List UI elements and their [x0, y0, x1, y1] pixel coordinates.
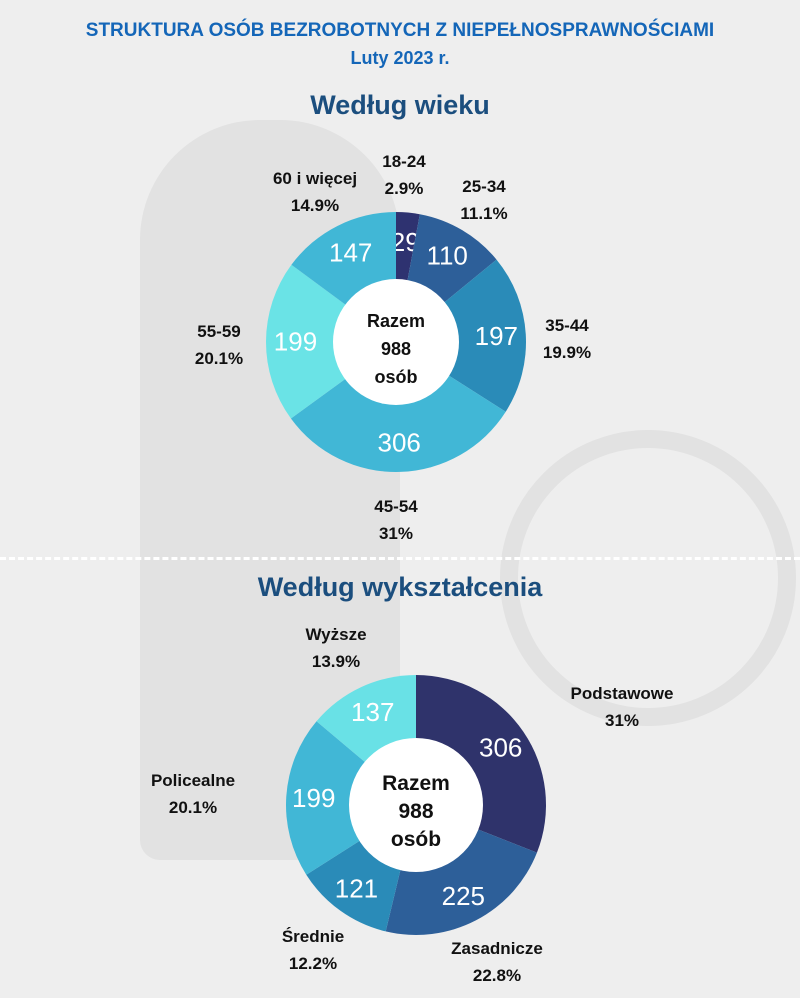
- donut-segment-35-44: [396, 259, 526, 412]
- segment-value-label: 121: [335, 873, 378, 903]
- donut-hole: [349, 738, 483, 872]
- section-divider: [0, 557, 800, 560]
- segment-value-label: 306: [377, 427, 420, 457]
- center-total-label: Razem: [367, 311, 425, 331]
- segment-value-label: 225: [442, 881, 485, 911]
- category-percent: 13.9%: [311, 652, 361, 671]
- center-total-label: 988: [381, 339, 411, 359]
- category-name: 18-24: [382, 152, 426, 171]
- center-total-label: osób: [375, 367, 418, 387]
- segment-value-label: 199: [292, 783, 335, 813]
- donut-segment-55-59: [266, 264, 396, 419]
- category-label: 25-34 11.1%: [460, 173, 507, 227]
- category-name: 55-59: [197, 322, 241, 341]
- subtitle: Luty 2023 r.: [350, 48, 450, 68]
- category-label: Policealne 20.1%: [151, 767, 235, 821]
- center-total-label: 988: [398, 800, 433, 823]
- category-name: 35-44: [545, 316, 589, 335]
- category-name: 45-54: [374, 497, 418, 516]
- category-percent: 31%: [378, 524, 414, 543]
- category-name: Zasadnicze: [451, 939, 543, 958]
- segment-value-label: 197: [475, 321, 518, 351]
- category-percent: 14.9%: [290, 196, 340, 215]
- category-label: Wyższe 13.9%: [305, 621, 366, 675]
- category-label: 45-54 31%: [374, 493, 417, 547]
- category-percent: 11.1%: [460, 204, 508, 223]
- donut-hole: [333, 279, 459, 405]
- category-label: 18-24 2.9%: [382, 148, 425, 202]
- category-label: 55-59 20.1%: [195, 318, 243, 372]
- category-name: 25-34: [462, 177, 506, 196]
- category-percent: 31%: [604, 711, 640, 730]
- category-label: Podstawowe 31%: [571, 680, 674, 734]
- category-name: Podstawowe: [570, 684, 674, 703]
- chart-title-education: Według wykształcenia: [257, 572, 543, 602]
- category-name: Wyższe: [305, 625, 367, 644]
- category-percent: 20.1%: [168, 798, 218, 817]
- category-label: Zasadnicze 22.8%: [451, 935, 543, 989]
- category-percent: 2.9%: [384, 179, 424, 198]
- category-name: Policealne: [150, 771, 236, 790]
- donut-segment-45-54: [290, 342, 506, 472]
- category-name: Średnie: [281, 927, 345, 946]
- segment-value-label: 137: [351, 697, 394, 727]
- center-total-label: Razem: [382, 772, 450, 795]
- category-percent: 22.8%: [472, 966, 522, 985]
- category-label: Średnie 12.2%: [282, 923, 344, 977]
- category-percent: 20.1%: [194, 349, 244, 368]
- category-percent: 19.9%: [542, 343, 592, 362]
- chart-title-age: Według wieku: [310, 90, 490, 120]
- segment-value-label: 306: [479, 732, 522, 762]
- segment-value-label: 199: [274, 327, 317, 357]
- category-label: 60 i więcej 14.9%: [273, 165, 357, 219]
- segment-value-label: 110: [426, 241, 467, 271]
- center-total-label: osób: [391, 828, 441, 851]
- category-name: 60 i więcej: [272, 169, 358, 188]
- category-percent: 12.2%: [288, 954, 338, 973]
- main-title: STRUKTURA OSÓB BEZROBOTNYCH Z NIEPEŁNOSP…: [85, 20, 715, 41]
- segment-value-label: 147: [329, 237, 372, 267]
- category-label: 35-44 19.9%: [543, 312, 591, 366]
